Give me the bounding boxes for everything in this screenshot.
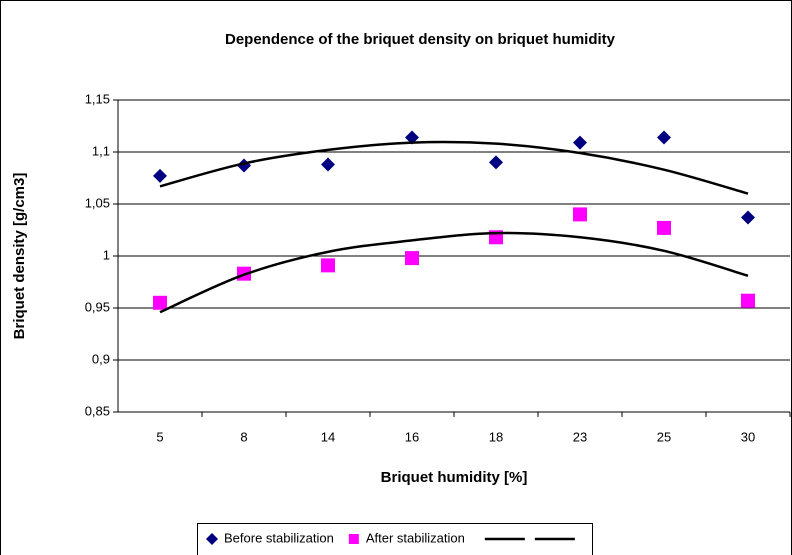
x-tick-label: 25 [657, 429, 671, 444]
point [573, 207, 587, 222]
point [741, 210, 755, 225]
y-tick-label: 1,1 [92, 143, 110, 158]
point [657, 220, 671, 235]
x-axis-title: Briquet humidity [%] [381, 469, 528, 486]
x-tick-label: 23 [573, 429, 587, 444]
trend-line [159, 140, 749, 195]
point [321, 258, 335, 273]
legend-label: After stabilization [366, 530, 465, 545]
legend-box [197, 523, 593, 555]
trend-line [159, 231, 749, 314]
y-tick-label: 0,95 [85, 299, 110, 314]
point [153, 168, 167, 183]
point [741, 293, 755, 308]
y-tick-label: 1,15 [85, 91, 110, 106]
point [321, 157, 335, 172]
point [153, 295, 167, 310]
point [489, 155, 503, 170]
y-tick-label: 1,05 [85, 195, 110, 210]
x-tick-label: 30 [741, 429, 755, 444]
x-tick-label: 5 [156, 429, 163, 444]
point [573, 135, 587, 150]
x-tick-label: 16 [405, 429, 419, 444]
legend-label: Before stabilization [224, 530, 334, 545]
point [657, 130, 671, 145]
x-tick-label: 8 [240, 429, 247, 444]
y-axis-title: Briquet density [g/cm3] [11, 173, 28, 340]
point [405, 130, 419, 145]
y-tick-label: 0,85 [85, 403, 110, 418]
y-tick-label: 0,9 [92, 351, 110, 366]
y-tick-label: 1 [103, 247, 110, 262]
x-tick-label: 18 [489, 429, 503, 444]
legend-marker [206, 533, 218, 545]
point [405, 251, 419, 266]
chart-title: Dependence of the briquet density on bri… [225, 31, 616, 48]
legend-marker [348, 534, 359, 544]
x-tick-label: 14 [321, 429, 335, 444]
